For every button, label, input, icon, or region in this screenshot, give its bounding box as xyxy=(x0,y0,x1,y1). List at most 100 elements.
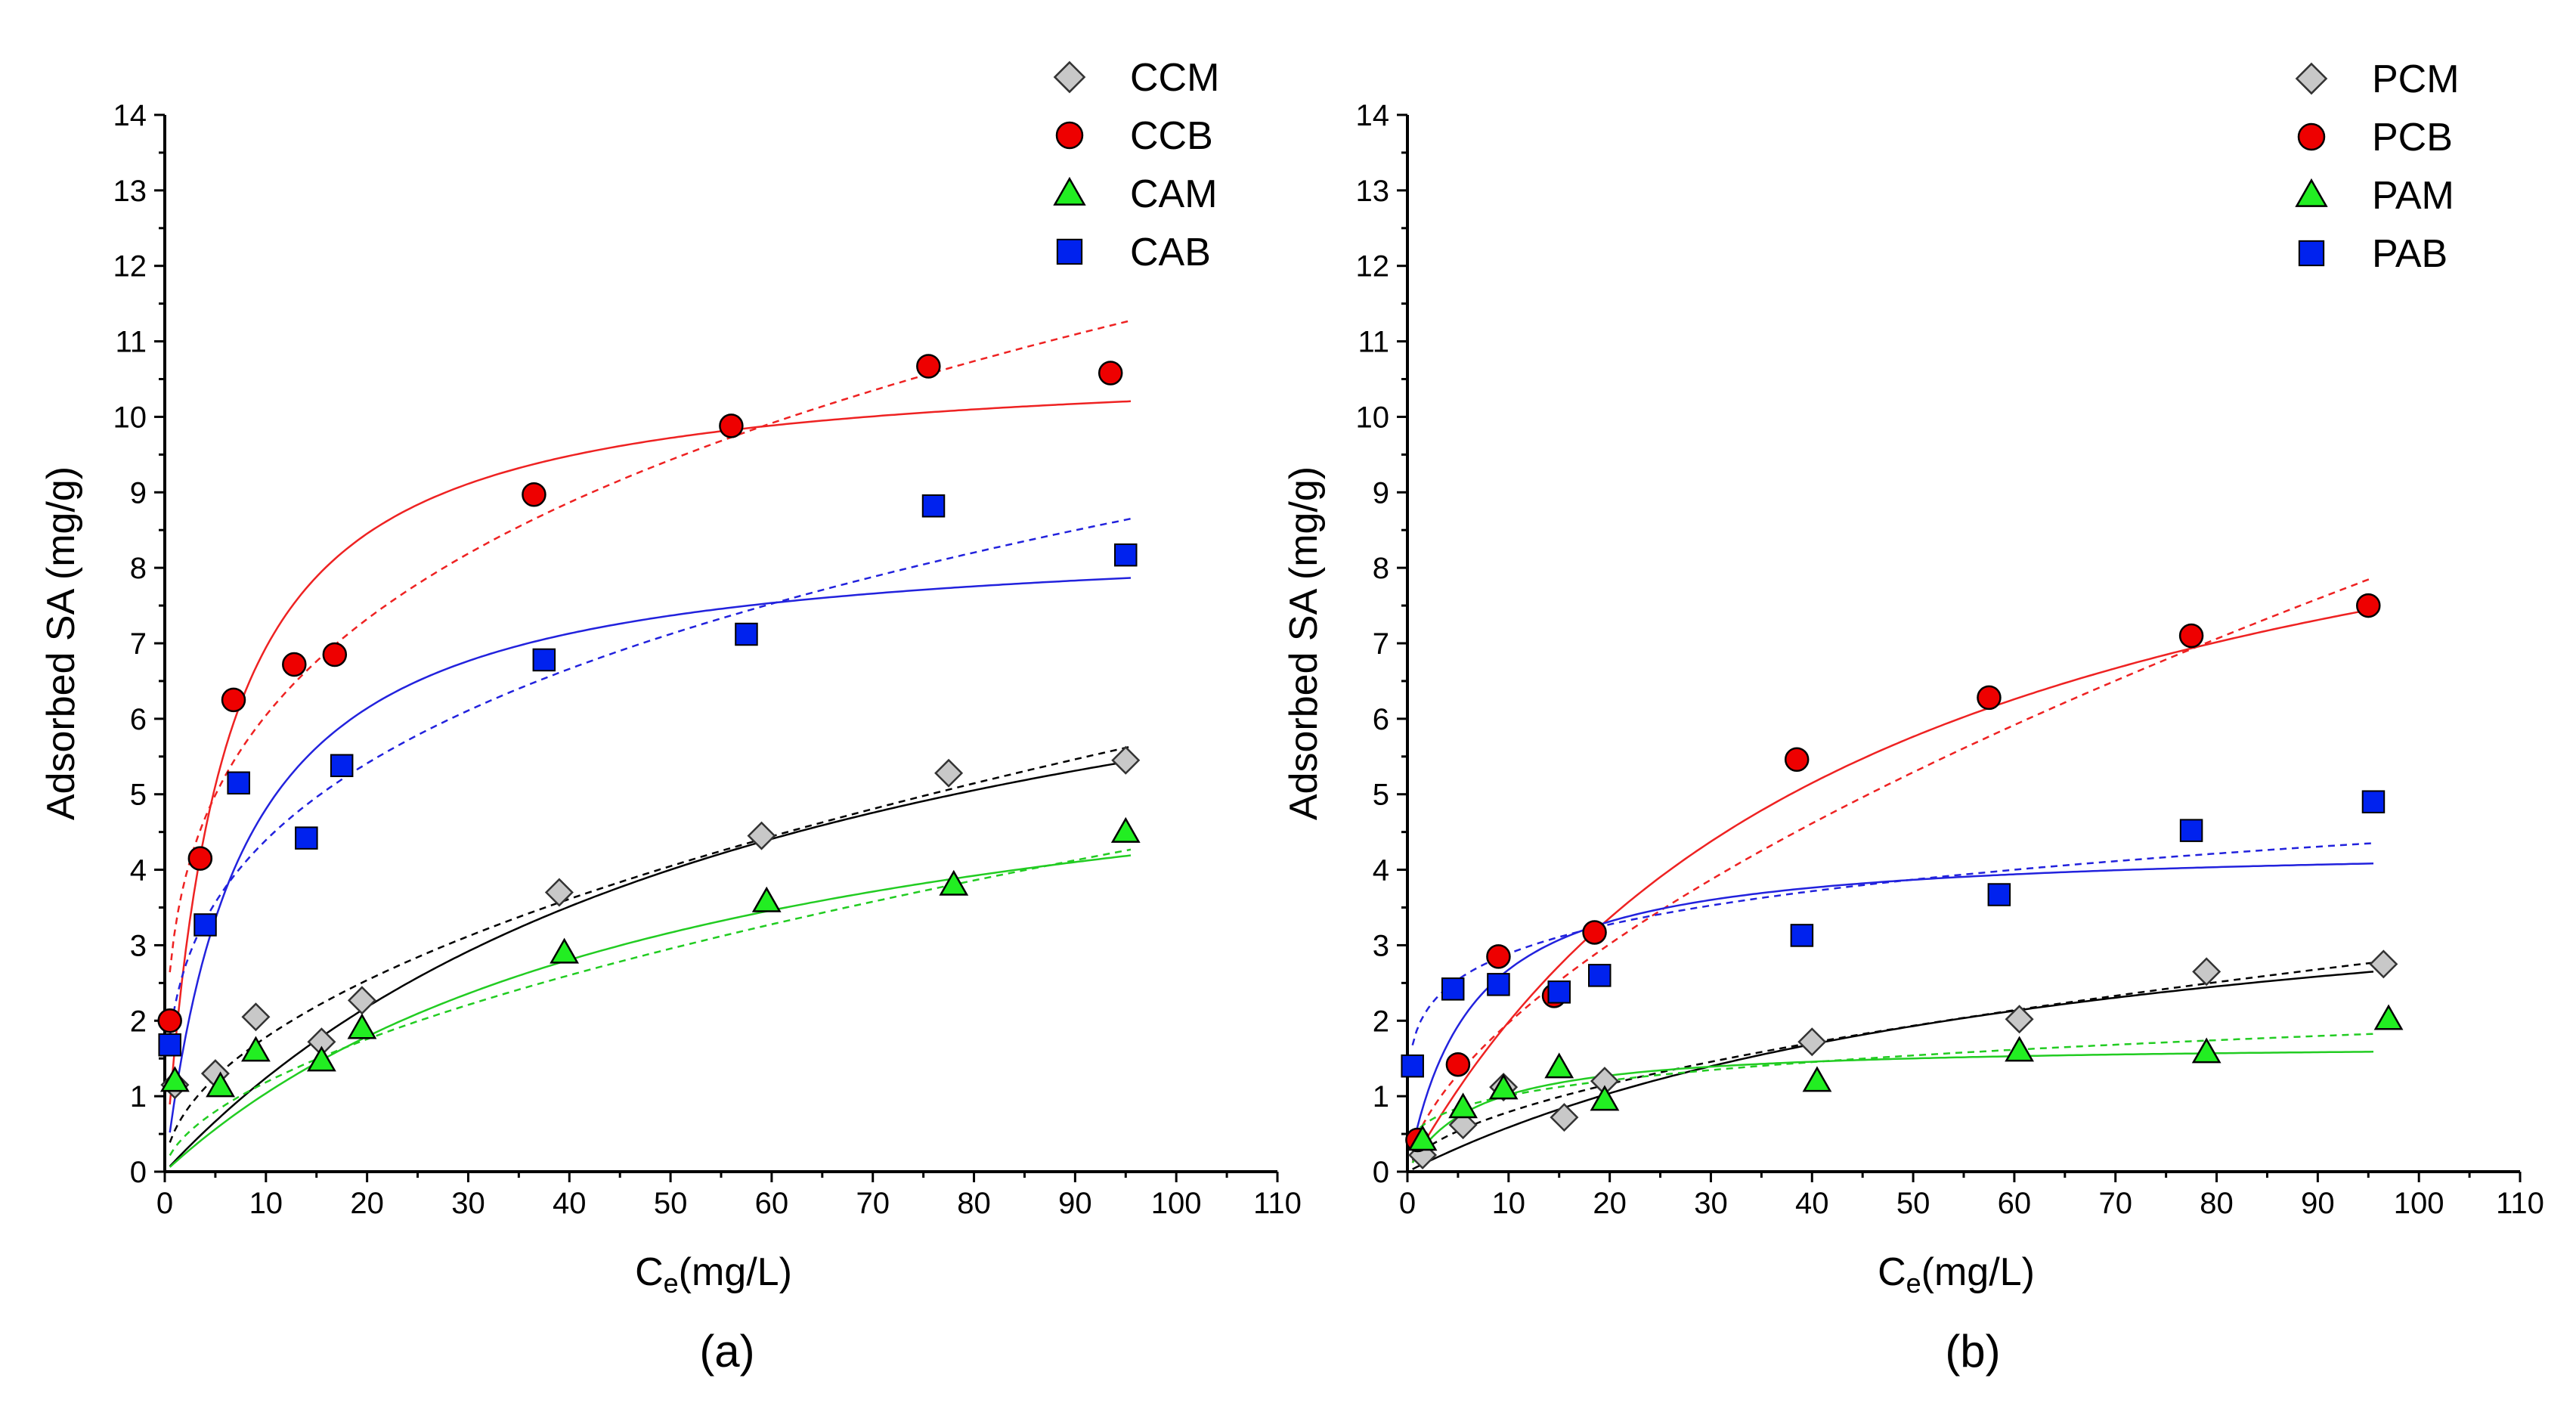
y-tick-label: 13 xyxy=(113,175,147,208)
x-tick-label: 110 xyxy=(1253,1187,1302,1220)
x-axis-label-main-a: C xyxy=(635,1250,664,1294)
ccb-data-point xyxy=(322,642,348,667)
ccb-data-point xyxy=(522,482,546,507)
legend-ccb-label: CCB xyxy=(1130,114,1213,158)
pam-data-point xyxy=(1448,1092,1478,1119)
cab-data-point xyxy=(532,648,556,672)
y-tick-label: 8 xyxy=(1373,552,1389,585)
legend-cam-label: CAM xyxy=(1130,172,1218,216)
x-axis-label-b: Ce(mg/L) xyxy=(1878,1250,2035,1299)
axis-ticks-b: 0 10 20 30 40 50 60 70 80 90 100 110012345678910111… xyxy=(1356,99,2544,1220)
x-tick-label: 30 xyxy=(451,1187,485,1220)
ccb-data-point xyxy=(187,846,213,871)
pcm-data-point xyxy=(1448,1110,1478,1140)
y-tick-label: 7 xyxy=(1373,627,1389,661)
ccm-data-point xyxy=(544,878,574,907)
ccm-data-point xyxy=(241,1002,271,1032)
ccb-data-point xyxy=(282,652,307,677)
panel-label-b: (b) xyxy=(1945,1326,2000,1377)
x-tick-label: 70 xyxy=(2098,1187,2132,1220)
y-tick-label: 12 xyxy=(1356,250,1390,283)
cam-data-point xyxy=(347,1013,377,1039)
y-tick-label: 1 xyxy=(130,1080,147,1113)
fit-curves-a xyxy=(169,319,1132,1168)
cam-solid-fit-line xyxy=(169,854,1132,1168)
y-tick-label: 9 xyxy=(130,476,147,509)
y-tick-label: 1 xyxy=(1373,1080,1389,1113)
ccm-solid-fit-line xyxy=(169,760,1132,1167)
pcm-data-point xyxy=(2192,957,2221,986)
y-tick-label: 4 xyxy=(130,854,147,887)
pab-data-point xyxy=(1790,924,1814,947)
cab-solid-fit-line xyxy=(169,577,1132,1133)
pab-data-point xyxy=(1987,883,2011,906)
x-tick-label: 80 xyxy=(2200,1187,2234,1220)
ccb-data-point xyxy=(719,413,744,438)
x-tick-label: 100 xyxy=(2394,1187,2444,1220)
y-tick-label: 12 xyxy=(113,250,147,283)
ccb-data-point xyxy=(157,1008,182,1033)
ccb-dashed-fit-line xyxy=(169,319,1132,973)
pam-data-point xyxy=(1590,1085,1620,1111)
legend-pcb-marker xyxy=(2297,122,2326,151)
cab-data-point xyxy=(194,913,217,937)
ccm-data-point xyxy=(1111,745,1141,775)
cam-data-point xyxy=(751,886,782,912)
y-tick-label: 3 xyxy=(130,929,147,962)
data-points-b xyxy=(1401,593,2404,1170)
pcb-data-point xyxy=(1582,920,1607,945)
legend-ccm-marker xyxy=(1053,60,1086,94)
cam-data-point xyxy=(159,1066,190,1092)
pcb-data-point xyxy=(1977,685,2002,711)
legend-pam-label: PAM xyxy=(2372,174,2454,218)
pab-data-point xyxy=(1441,977,1465,1001)
cam-data-point xyxy=(550,937,579,964)
ccb-data-point xyxy=(1098,361,1123,386)
pcb-solid-fit-line xyxy=(1411,608,2374,1163)
x-tick-label: 40 xyxy=(1795,1187,1829,1220)
legend-pab-label: PAB xyxy=(2372,232,2448,276)
cab-data-point xyxy=(227,771,250,794)
axis-ticks-a: 0 10 20 30 40 50 60 70 80 90 100 110012345678910111… xyxy=(113,99,1302,1220)
pab-data-point xyxy=(1547,980,1571,1004)
legend-cab-marker xyxy=(1056,238,1083,265)
pcb-dashed-fit-line xyxy=(1411,576,2374,1149)
pam-data-point xyxy=(1407,1125,1438,1151)
pcm-data-point xyxy=(1550,1103,1579,1132)
x-tick-label: 10 xyxy=(249,1187,283,1220)
pab-data-point xyxy=(2361,790,2386,813)
y-tick-label: 8 xyxy=(130,552,147,585)
x-axis-label-unit-b: (mg/L) xyxy=(1921,1250,2035,1294)
x-tick-label: 80 xyxy=(957,1187,991,1220)
x-tick-label: 40 xyxy=(553,1187,587,1220)
pab-data-point xyxy=(1487,973,1510,996)
cab-data-point xyxy=(921,494,946,518)
x-tick-label: 110 xyxy=(2496,1187,2544,1220)
legend-cam-marker xyxy=(1053,176,1086,206)
cam-data-point xyxy=(307,1045,336,1072)
legend-cab-label: CAB xyxy=(1130,231,1211,274)
panel-b: 0 10 20 30 40 50 60 70 80 90 100 110012345678910111… xyxy=(1282,57,2544,1377)
x-tick-label: 60 xyxy=(1998,1187,2032,1220)
y-tick-label: 13 xyxy=(1356,175,1390,208)
y-tick-label: 0 xyxy=(130,1156,147,1189)
y-tick-label: 14 xyxy=(113,99,147,132)
pam-data-point xyxy=(1488,1073,1519,1100)
x-tick-label: 70 xyxy=(856,1187,890,1220)
ccb-data-point xyxy=(916,354,941,379)
legend-pcb-label: PCB xyxy=(2372,116,2453,160)
cab-data-point xyxy=(330,754,354,778)
panel-label-a: (a) xyxy=(699,1326,754,1377)
y-tick-label: 2 xyxy=(130,1005,147,1038)
x-tick-label: 90 xyxy=(1058,1187,1092,1220)
x-tick-label: 0 xyxy=(1399,1187,1416,1220)
pcm-data-point xyxy=(1797,1027,1827,1057)
pcm-dashed-fit-line xyxy=(1411,962,2374,1161)
pam-data-point xyxy=(2005,1036,2035,1062)
y-tick-label: 3 xyxy=(1373,929,1389,962)
legend-a: CCM CCB CAM CAB xyxy=(1053,56,1219,274)
x-tick-label: 0 xyxy=(156,1187,173,1220)
y-tick-label: 0 xyxy=(1373,1156,1389,1189)
